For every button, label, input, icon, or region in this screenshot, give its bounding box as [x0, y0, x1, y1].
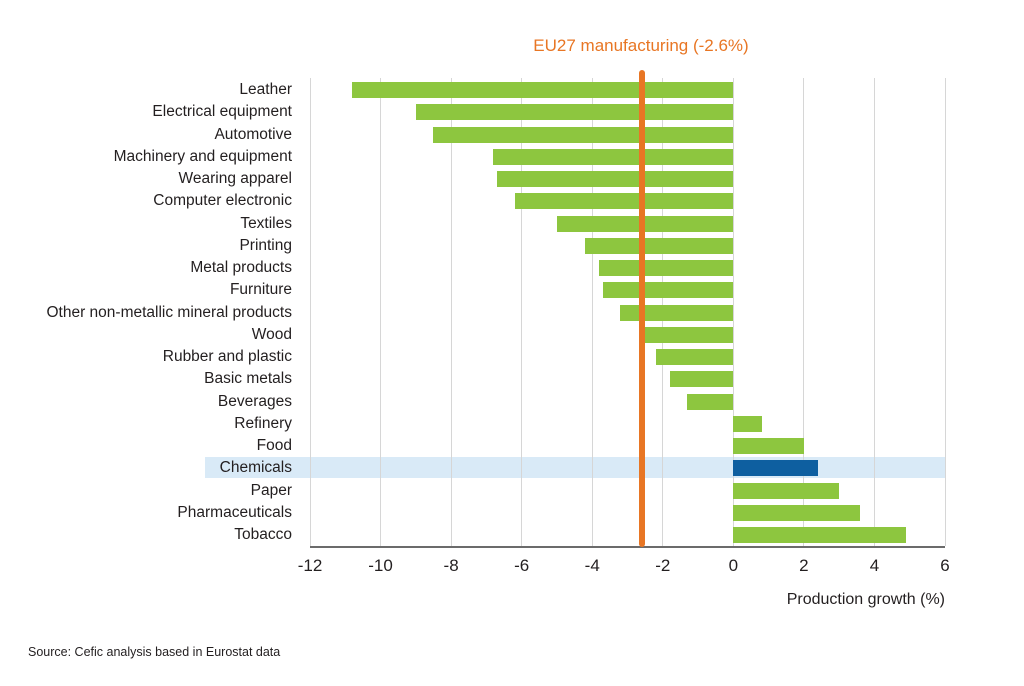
category-label-computer-electronic: Computer electronic — [153, 192, 292, 210]
tick-label-4: 4 — [869, 556, 880, 575]
gridline--10 — [380, 78, 382, 546]
tick-label-2: 2 — [799, 556, 809, 575]
bar-pharmaceuticals — [733, 504, 861, 521]
bar-wearing-apparel — [496, 171, 734, 187]
category-label-other-non-metallic-mineral-products: Other non-metallic mineral products — [46, 303, 292, 321]
category-label-electrical-equipment: Electrical equipment — [152, 103, 292, 121]
bar-chemicals — [733, 460, 818, 477]
gridline-4 — [873, 78, 875, 546]
tick-label--8: -8 — [443, 556, 459, 575]
category-label-automotive: Automotive — [214, 125, 292, 143]
tick-label--2: -2 — [655, 556, 671, 575]
reference-line — [638, 70, 645, 547]
category-label-metal-products: Metal products — [190, 259, 292, 276]
category-label-textiles: Textiles — [240, 214, 292, 232]
bar-wood — [645, 326, 734, 343]
bar-leather — [352, 82, 734, 98]
bar-refinery — [733, 415, 762, 432]
tick-label-0: 0 — [728, 556, 739, 575]
category-label-furniture: Furniture — [229, 281, 292, 299]
gridline-0 — [732, 78, 734, 546]
x-axis-ticks: -12 -10 -8 -6 -4 -2 0 2 4 6 — [298, 556, 950, 580]
bar-beverages — [687, 393, 734, 410]
category-label-refinery: Refinery — [234, 414, 292, 432]
bar-machinery-and-equipment — [493, 148, 734, 165]
gridline--12 — [309, 78, 311, 546]
bar-printing — [585, 237, 734, 254]
category-label-printing: Printing — [239, 236, 292, 254]
category-label-tobacco: Tobacco — [234, 526, 292, 543]
bar-basic-metals — [669, 371, 734, 388]
bar-rubber-and-plastic — [655, 349, 734, 365]
gridline--6 — [521, 78, 523, 546]
bar-food — [733, 438, 804, 454]
gridline--4 — [591, 78, 593, 546]
bar-tobacco — [733, 527, 907, 543]
category-label-wearing-apparel: Wearing apparel — [178, 170, 292, 187]
reference-line-title: EU27 manufacturing (-2.6%) — [533, 36, 749, 55]
category-axis: Leather Electrical equipment Automotive Mac… — [0, 78, 292, 548]
category-label-paper: Paper — [250, 481, 292, 499]
category-label-rubber-and-plastic: Rubber and plastic — [162, 348, 292, 365]
gridline-2 — [803, 78, 805, 546]
bar-paper — [733, 482, 840, 499]
bar-furniture — [602, 282, 734, 299]
tick-label--10: -10 — [368, 556, 393, 575]
bar-electrical-equipment — [415, 104, 734, 121]
category-label-chemicals: Chemicals — [219, 459, 292, 477]
source-note: Source: Cefic analysis based in Eurostat… — [28, 645, 281, 659]
category-label-beverages: Beverages — [217, 392, 292, 410]
category-label-machinery-and-equipment: Machinery and equipment — [113, 147, 292, 165]
category-label-wood: Wood — [251, 325, 292, 343]
gridline-6 — [944, 78, 946, 546]
bar-computer-electronic — [514, 193, 734, 210]
plot-area — [309, 70, 946, 548]
bar-metal-products — [599, 260, 734, 276]
tick-label-6: 6 — [940, 556, 950, 575]
category-label-leather: Leather — [239, 81, 292, 98]
category-label-food: Food — [256, 437, 292, 454]
gridline--8 — [450, 78, 452, 546]
category-label-pharmaceuticals: Pharmaceuticals — [177, 503, 292, 521]
x-axis-label: Production growth (%) — [786, 591, 945, 608]
bar-automotive — [433, 126, 734, 143]
tick-label--6: -6 — [514, 556, 530, 575]
category-label-basic-metals: Basic metals — [204, 370, 292, 388]
tick-label--4: -4 — [584, 556, 600, 575]
bar-textiles — [556, 215, 734, 232]
bar-other-non-metallic-mineral-products — [620, 304, 734, 321]
tick-label--12: -12 — [297, 556, 323, 575]
